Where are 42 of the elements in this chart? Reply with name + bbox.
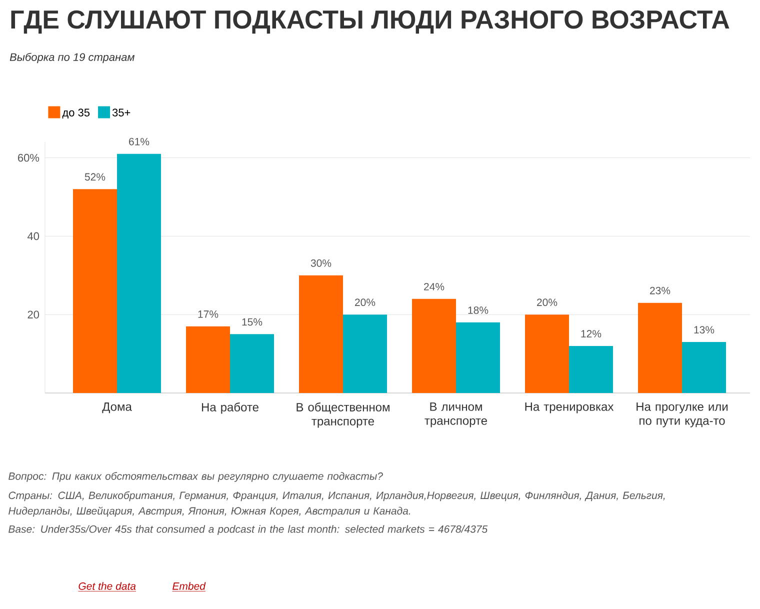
data-label: 12% bbox=[581, 330, 602, 338]
x-tick-label: На прогулке или по пути куда-то bbox=[636, 402, 728, 428]
data-label: 13% bbox=[694, 326, 714, 334]
bar bbox=[117, 154, 162, 393]
x-tick-label: На тренировках bbox=[525, 402, 614, 414]
data-label: 52% bbox=[84, 173, 106, 181]
data-label: 18% bbox=[468, 306, 488, 314]
bar bbox=[638, 302, 682, 393]
bar bbox=[412, 298, 456, 393]
data-label: 24% bbox=[424, 282, 444, 290]
bar bbox=[73, 189, 118, 393]
data-label: 30% bbox=[310, 259, 332, 267]
y-tick-label: 60% bbox=[18, 154, 40, 162]
bar bbox=[525, 314, 570, 393]
legend-label: 35+ bbox=[112, 108, 130, 116]
bar bbox=[343, 314, 388, 393]
text: Get the data bbox=[78, 582, 136, 590]
chart-subtitle: Выборка по 19 странам bbox=[10, 52, 135, 64]
x-tick-label: В личном транспорте bbox=[424, 402, 488, 428]
x-tick-label: Дома bbox=[102, 402, 132, 414]
text: Страны: США, Великобритания, Германия, Франция, Италия, Испания, Ирландия,Норвегия, Швеция, Финляндия, Дания, Бельгия, Нидерланды, Швейцария, Австрия, Япония, Южная Корея, Австралия и Канада. bbox=[8, 491, 665, 517]
data-label: 23% bbox=[650, 286, 670, 294]
bar bbox=[230, 334, 274, 393]
y-tick-label: 40 bbox=[27, 232, 40, 240]
bar bbox=[299, 275, 344, 393]
bar bbox=[682, 342, 726, 393]
y-tick-label: 20 bbox=[28, 310, 40, 318]
data-label: 20% bbox=[537, 298, 558, 306]
data-label: 61% bbox=[129, 138, 150, 146]
chart-title: ГДЕ СЛУШАЮТ ПОДКАСТЫ ЛЮДИ РАЗНОГО ВОЗРАСТА bbox=[11, 10, 730, 34]
data-label: 17% bbox=[198, 310, 218, 318]
data-label: 20% bbox=[355, 298, 376, 306]
bar bbox=[569, 346, 614, 393]
bar bbox=[456, 322, 500, 393]
legend-label: до 35 bbox=[62, 108, 90, 119]
text: Base: Under35s/Over 45s that consumed a podcast in the last month: selected markets = 4678/4375 bbox=[8, 525, 488, 535]
data-label: 15% bbox=[242, 318, 262, 326]
x-tick-label: На работе bbox=[202, 402, 258, 414]
bar bbox=[186, 326, 230, 393]
text: Embed bbox=[172, 582, 206, 590]
text: Вопрос: При каких обстоятельствах вы регулярно слушаете подкасты? bbox=[8, 472, 383, 482]
x-tick-label: В общественном транспорте bbox=[296, 402, 390, 428]
